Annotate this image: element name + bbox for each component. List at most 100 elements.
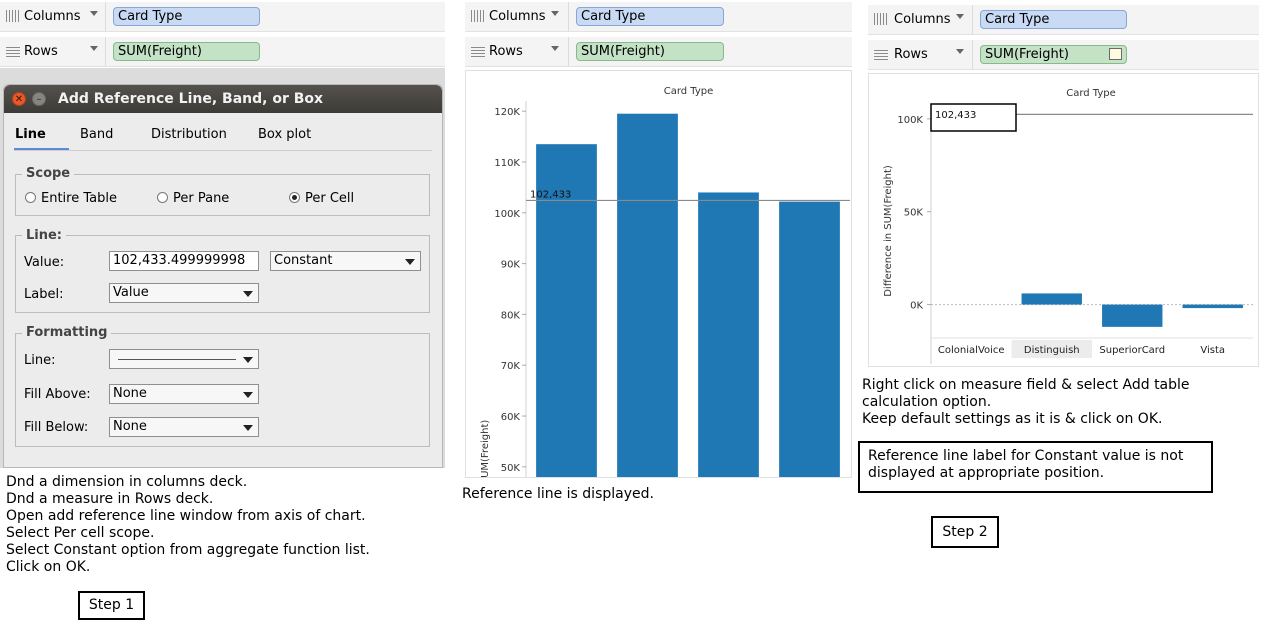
y-tick-label: 0K — [910, 301, 923, 312]
scope-group — [15, 174, 430, 216]
active-tab-indicator — [14, 148, 69, 150]
formatting-title: Formatting — [22, 325, 112, 340]
tab-band[interactable]: Band — [80, 127, 114, 142]
y-tick-label: 90K — [501, 260, 521, 271]
label-select[interactable]: Value — [109, 283, 259, 303]
sum-freight-pill[interactable]: SUM(Freight) — [980, 45, 1127, 64]
instruction-line: Select Per cell scope. — [6, 525, 155, 541]
bar — [536, 144, 597, 477]
chart2-svg: Card Type 0K 50K 100K Difference in SUM(Frei… — [883, 88, 1253, 364]
y-tick-label: 50K — [904, 208, 924, 219]
table-calc-icon — [1109, 48, 1122, 60]
instruction-line: Click on OK. — [6, 559, 91, 575]
x-tick-label: Vista — [1200, 345, 1225, 356]
card-type-pill[interactable]: Card Type — [576, 7, 724, 26]
x-tick-label: SuperiorCard — [1099, 345, 1165, 356]
step1-instructions: Dnd a dimension in columns deck. Dnd a m… — [6, 474, 370, 576]
chevron-down-icon — [243, 392, 253, 398]
value-label: Value: — [24, 255, 65, 270]
chevron-down-icon — [243, 291, 253, 297]
chart-title: Card Type — [664, 86, 714, 97]
chevron-down-icon[interactable] — [956, 49, 964, 54]
rows-grip-icon — [6, 45, 20, 57]
label-label: Label: — [24, 287, 64, 302]
columns-label: Columns — [894, 12, 951, 27]
y-tick-label: 120K — [494, 107, 520, 118]
x-category-highlight — [1011, 340, 1092, 358]
card-type-pill[interactable]: Card Type — [113, 7, 260, 26]
value-input[interactable]: 102,433.499999998 — [109, 251, 259, 271]
close-icon[interactable]: ✕ — [12, 92, 26, 106]
fill-above-label: Fill Above: — [24, 387, 91, 402]
fill-above-select[interactable]: None — [109, 384, 259, 404]
aggregation-select[interactable]: Constant — [270, 251, 421, 271]
radio-per-cell[interactable]: Per Cell — [289, 191, 354, 206]
y-tick-label: 110K — [494, 158, 520, 169]
rows-label: Rows — [24, 44, 58, 59]
fill-below-label: Fill Below: — [24, 420, 89, 435]
y-tick-label: 100K — [494, 209, 520, 220]
fmt-line-label: Line: — [24, 353, 56, 368]
rows-label: Rows — [894, 47, 928, 62]
rows-shelf[interactable]: Rows SUM(Freight) — [0, 37, 445, 67]
rows-shelf[interactable]: Rows SUM(Freight) — [465, 37, 852, 67]
tab-line[interactable]: Line — [15, 127, 46, 142]
y-axis-label: Difference in SUM(Freight) — [883, 165, 894, 297]
sum-freight-pill[interactable]: SUM(Freight) — [113, 42, 260, 61]
instruction-line: Right click on measure field & select Ad… — [862, 377, 1190, 393]
rows-grip-icon — [471, 45, 485, 57]
chevron-down-icon[interactable] — [956, 14, 964, 19]
bar — [698, 192, 759, 477]
y-tick-label: 100K — [897, 115, 923, 126]
line-style-select[interactable] — [109, 349, 259, 369]
y-tick-label: 80K — [501, 310, 521, 321]
x-tick-label: ColonialVoice — [938, 345, 1005, 356]
chevron-down-icon — [243, 425, 253, 431]
line-style-icon — [118, 359, 236, 360]
line-title: Line: — [22, 228, 67, 243]
step1-label: Step 1 — [78, 591, 145, 620]
radio-per-pane[interactable]: Per Pane — [157, 191, 229, 206]
tab-box-plot[interactable]: Box plot — [258, 127, 312, 142]
instruction-line: Dnd a dimension in columns deck. — [6, 474, 248, 490]
fill-below-select[interactable]: None — [109, 417, 259, 437]
reference-line-label: 102,433 — [530, 189, 571, 200]
instruction-line: Keep default settings as it is & click o… — [862, 411, 1163, 427]
columns-shelf[interactable]: Columns Card Type — [0, 2, 445, 32]
issue-note: Reference line label for Constant value … — [858, 441, 1213, 493]
y-axis-label: SUM(Freight) — [480, 420, 491, 477]
sum-freight-pill[interactable]: SUM(Freight) — [576, 42, 724, 61]
chevron-down-icon[interactable] — [90, 11, 98, 16]
chevron-down-icon — [243, 357, 253, 363]
note-line: Reference line label for Constant value … — [868, 448, 1184, 464]
y-tick-label: 50K — [501, 463, 521, 474]
chevron-down-icon[interactable] — [551, 46, 559, 51]
step-caption: Reference line is displayed. — [462, 486, 654, 502]
step2-label: Step 2 — [931, 516, 999, 548]
formatting-group — [15, 333, 430, 447]
radio-entire-table[interactable]: Entire Table — [25, 191, 117, 206]
chart-title: Card Type — [1066, 88, 1116, 99]
y-tick-label: 60K — [501, 412, 521, 423]
columns-label: Columns — [489, 9, 546, 24]
chevron-down-icon[interactable] — [551, 11, 559, 16]
step2-instructions: Right click on measure field & select Ad… — [862, 377, 1190, 428]
rows-grip-icon — [874, 48, 888, 60]
note-line: displayed at appropriate position. — [868, 465, 1105, 481]
reference-line-dialog: ✕ – Add Reference Line, Band, or Box Lin… — [3, 84, 443, 468]
instruction-line: calculation option. — [862, 394, 992, 410]
bar — [1021, 293, 1082, 305]
card-type-pill[interactable]: Card Type — [980, 10, 1127, 29]
tab-distribution[interactable]: Distribution — [151, 127, 227, 142]
chevron-down-icon[interactable] — [90, 46, 98, 51]
columns-shelf[interactable]: Columns Card Type — [868, 5, 1259, 35]
minimize-icon[interactable]: – — [32, 92, 46, 106]
chart2-area: Card Type 0K 50K 100K Difference in SUM(Frei… — [868, 73, 1259, 367]
instruction-line: Select Constant option from aggregate fu… — [6, 542, 370, 558]
dialog-titlebar[interactable]: ✕ – Add Reference Line, Band, or Box — [4, 85, 442, 113]
rows-label: Rows — [489, 44, 523, 59]
columns-shelf[interactable]: Columns Card Type — [465, 2, 852, 32]
dialog-title: Add Reference Line, Band, or Box — [58, 91, 324, 107]
columns-label: Columns — [24, 9, 81, 24]
rows-shelf[interactable]: Rows SUM(Freight) — [868, 40, 1259, 70]
